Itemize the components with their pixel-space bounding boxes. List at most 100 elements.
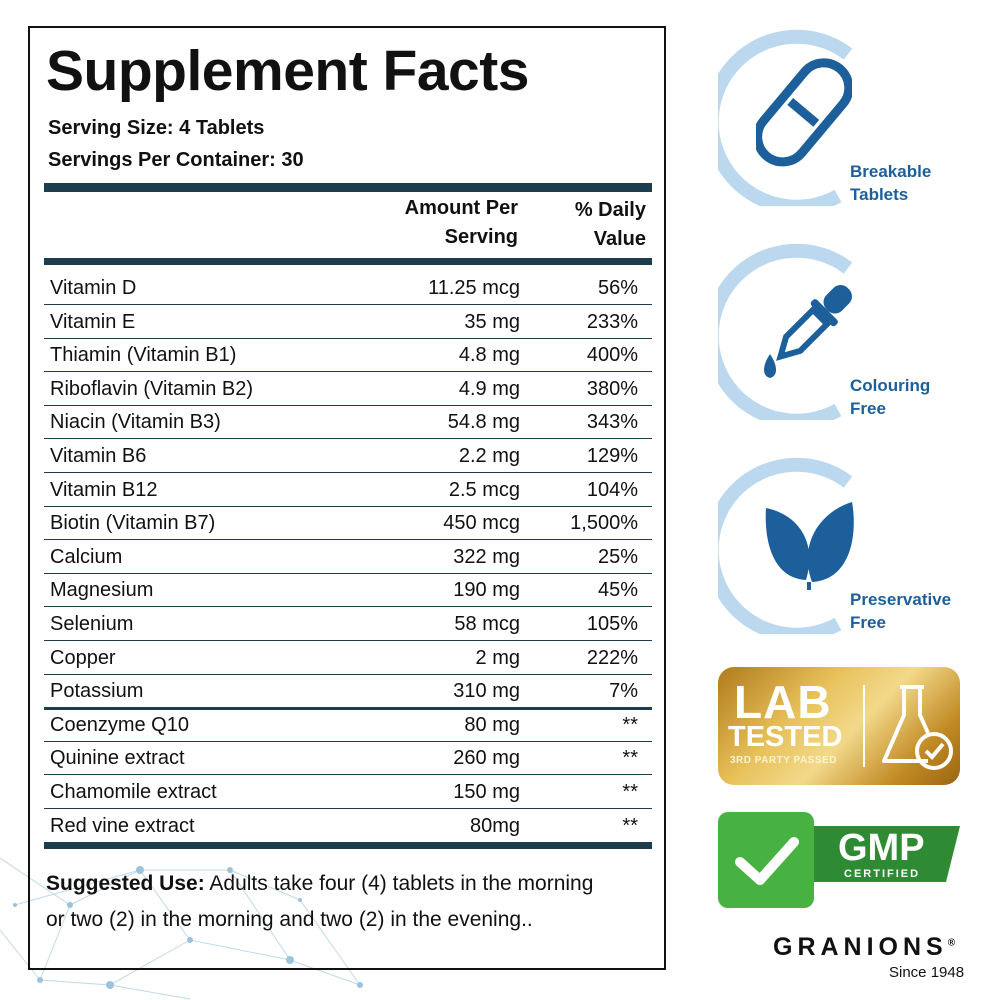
amount-header: Amount Per Serving: [405, 194, 518, 252]
nutrient-row: Magnesium 190 mg 45%: [44, 573, 652, 608]
nutrient-amount: 80 mg: [464, 713, 520, 736]
nutrient-amount: 260 mg: [453, 747, 520, 770]
feature-label-line2: Free: [850, 613, 886, 632]
nutrient-name: Red vine extract: [50, 814, 195, 837]
nutrient-row: Vitamin D 11.25 mcg 56%: [44, 271, 652, 305]
feature-label: Colouring Free: [850, 374, 930, 420]
nutrient-daily-value: 129%: [586, 445, 638, 467]
brand-name: GRANIONS: [773, 933, 948, 961]
feature-label-line1: Preservative: [850, 590, 952, 609]
nutrient-daily-value: 222%: [586, 646, 638, 669]
suggested-use: Suggested Use: Adults take four (4) tabl…: [46, 866, 606, 938]
nutrient-name: Copper: [50, 646, 116, 669]
suggested-use-text: Adults take four (4) tablets in the morn…: [46, 872, 594, 931]
nutrient-daily-value: 343%: [586, 411, 638, 434]
feature-label-line2: Tablets: [850, 185, 909, 204]
nutrient-name: Riboflavin (Vitamin B2): [50, 377, 254, 400]
leaf-icon: [765, 502, 854, 590]
ring-decoration: [718, 457, 853, 634]
nutrient-amount: 450 mcg: [443, 512, 520, 535]
feature-label: Breakable Tablets: [850, 160, 931, 206]
dropper-icon: [764, 285, 852, 378]
ring-decoration: [718, 29, 853, 206]
nutrient-row: Riboflavin (Vitamin B2) 4.9 mg 380%: [44, 372, 652, 406]
nutrient-row: Chamomile extract 150 mg **: [44, 775, 652, 809]
lab-tested-badge: LAB TESTED 3RD PARTY PASSED: [718, 667, 960, 785]
nutrient-daily-value: 380%: [586, 377, 638, 400]
feature-label: Preservative Free: [850, 588, 951, 634]
nutrient-row: Quinine extract 260 mg **: [44, 741, 652, 776]
badge-divider: [863, 685, 865, 767]
amount-header-line2: Serving: [444, 226, 518, 248]
nutrient-row: Calcium 322 mg 25%: [44, 540, 652, 574]
nutrient-row: Selenium 58 mcg 105%: [44, 607, 652, 641]
lab-badge-line3: 3RD PARTY PASSED: [730, 755, 837, 766]
nutrient-row: Niacin (Vitamin B3) 54.8 mg 343%: [44, 405, 652, 440]
nutrient-amount: 190 mg: [453, 579, 520, 602]
nutrient-row: Thiamin (Vitamin B1) 4.8 mg 400%: [44, 338, 652, 373]
registered-mark: ®: [947, 937, 956, 949]
gmp-certified-badge: GMP CERTIFIED: [718, 812, 960, 908]
nutrient-row: Vitamin B12 2.5 mcg 104%: [44, 473, 652, 507]
nutrient-daily-value: 400%: [586, 344, 638, 367]
nutrient-amount: 35 mg: [464, 310, 520, 333]
nutrient-daily-value: **: [622, 781, 638, 803]
nutrient-name: Vitamin B12: [50, 478, 158, 501]
supplement-facts-panel: Supplement Facts Serving Size: 4 Tablets…: [28, 26, 666, 970]
brand-since: Since 1948: [889, 964, 965, 981]
nutrient-daily-value: 1,500%: [570, 512, 638, 535]
nutrient-name: Calcium: [50, 545, 123, 568]
amount-header-line1: Amount Per: [404, 197, 518, 219]
panel-title: Supplement Facts: [46, 39, 529, 103]
nutrient-name: Coenzyme Q10: [50, 713, 189, 736]
nutrient-name: Vitamin D: [50, 277, 137, 299]
header-rule-thick: [44, 183, 652, 192]
nutrient-daily-value: **: [622, 814, 638, 837]
nutrient-name: Quinine extract: [50, 747, 185, 770]
header-rule-bottom: [44, 258, 652, 265]
nutrient-daily-value: 25%: [597, 545, 638, 568]
servings-per-container: Servings Per Container: 30: [48, 149, 304, 171]
nutrient-amount: 80mg: [469, 814, 520, 837]
nutrient-daily-value: 104%: [586, 478, 638, 501]
nutrient-daily-value: 105%: [586, 613, 638, 635]
nutrient-daily-value: 7%: [609, 680, 638, 703]
nutrient-amount: 4.9 mg: [458, 377, 520, 400]
gmp-badge-line1: GMP: [838, 827, 925, 869]
lab-badge-line1: LAB: [734, 676, 832, 728]
nutrient-amount: 150 mg: [453, 781, 520, 803]
nutrient-amount: 11.25 mcg: [428, 277, 520, 299]
feature-preservative-free: Preservative Free: [718, 454, 951, 634]
nutrient-row: Red vine extract 80mg **: [44, 809, 652, 849]
nutrient-row: Potassium 310 mg 7%: [44, 674, 652, 711]
daily-value-header: % Daily Value: [575, 196, 646, 254]
nutrient-name: Chamomile extract: [50, 781, 217, 803]
nutrient-amount: 54.8 mg: [447, 411, 520, 434]
suggested-use-label: Suggested Use:: [46, 872, 205, 895]
nutrient-row: Vitamin B6 2.2 mg 129%: [44, 439, 652, 473]
nutrient-name: Niacin (Vitamin B3): [50, 411, 221, 434]
nutrient-name: Thiamin (Vitamin B1): [50, 344, 237, 367]
nutrient-name: Magnesium: [50, 579, 154, 602]
nutrient-name: Biotin (Vitamin B7): [50, 512, 216, 535]
daily-value-header-line2: Value: [593, 228, 646, 250]
nutrient-daily-value: 56%: [597, 277, 638, 299]
nutrient-amount: 58 mcg: [454, 613, 520, 635]
nutrient-amount: 322 mg: [453, 545, 520, 568]
gmp-badge-shape: [718, 812, 960, 908]
serving-size: Serving Size: 4 Tablets: [48, 117, 265, 139]
nutrient-amount: 2.5 mcg: [448, 478, 520, 501]
nutrient-row: Copper 2 mg 222%: [44, 641, 652, 675]
nutrient-amount: 2 mg: [475, 646, 520, 669]
nutrient-name: Selenium: [50, 613, 134, 635]
nutrient-daily-value: **: [622, 713, 638, 736]
nutrient-name: Vitamin B6: [50, 445, 147, 467]
nutrient-daily-value: **: [622, 747, 638, 770]
feature-label-line1: Colouring: [850, 376, 931, 395]
nutrient-name: Vitamin E: [50, 310, 136, 333]
feature-colouring-free: Colouring Free: [718, 240, 930, 420]
nutrient-daily-value: 233%: [586, 310, 638, 333]
nutrient-amount: 310 mg: [453, 680, 520, 703]
nutrient-row: Coenzyme Q10 80 mg **: [44, 708, 652, 742]
